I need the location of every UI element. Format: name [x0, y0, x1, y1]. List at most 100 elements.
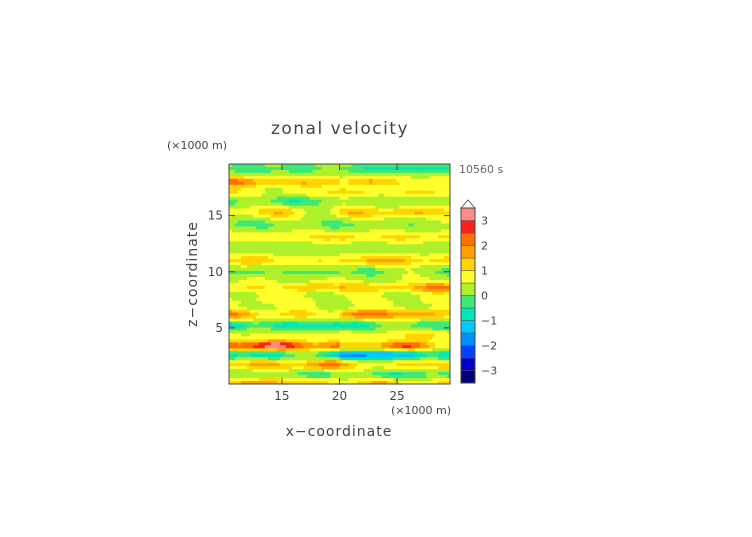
heatmap-cell	[414, 208, 418, 212]
heatmap-cell	[432, 244, 436, 248]
heatmap-cell	[414, 202, 418, 206]
heatmap-cell	[417, 339, 421, 343]
heatmap-cell	[231, 262, 236, 266]
heatmap-cell	[261, 208, 266, 212]
heatmap-cell	[441, 184, 445, 189]
heatmap-cell	[438, 241, 442, 245]
heatmap-cell	[246, 351, 251, 355]
heatmap-cell	[240, 345, 245, 349]
heatmap-cell	[369, 211, 373, 215]
heatmap-cell	[294, 235, 299, 239]
heatmap-cell	[441, 217, 445, 221]
heatmap-cell	[246, 288, 251, 293]
heatmap-cell	[375, 321, 379, 325]
heatmap-cell	[396, 250, 400, 254]
heatmap-cell	[423, 166, 427, 171]
heatmap-cell	[381, 169, 385, 174]
heatmap-cell	[336, 178, 340, 183]
heatmap-cell	[279, 348, 284, 352]
heatmap-cell	[444, 357, 448, 361]
heatmap-cell	[405, 241, 409, 245]
heatmap-cell	[234, 241, 239, 245]
heatmap-cell	[384, 262, 388, 266]
heatmap-cell	[396, 291, 400, 296]
heatmap-cell	[321, 166, 325, 171]
heatmap-cell	[261, 324, 266, 328]
heatmap-cell	[327, 202, 331, 206]
heatmap-cell	[252, 265, 257, 269]
heatmap-cell	[330, 247, 334, 251]
heatmap-cell	[243, 229, 248, 233]
heatmap-cell	[381, 226, 385, 230]
heatmap-cell	[372, 250, 376, 254]
heatmap-cell	[408, 265, 412, 269]
heatmap-cell	[339, 181, 343, 186]
heatmap-cell	[264, 309, 269, 313]
heatmap-cell	[429, 238, 433, 242]
heatmap-cell	[372, 268, 376, 272]
heatmap-cell	[261, 357, 266, 361]
heatmap-cell	[399, 327, 403, 331]
heatmap-cell	[426, 330, 430, 334]
heatmap-cell	[252, 285, 257, 290]
heatmap-cell	[414, 205, 418, 209]
heatmap-cell	[291, 223, 296, 227]
heatmap-cell	[270, 282, 275, 287]
heatmap-cell	[273, 256, 278, 260]
heatmap-cell	[396, 324, 400, 328]
heatmap-cell	[258, 202, 263, 206]
heatmap-cell	[276, 318, 281, 322]
heatmap-cell	[348, 184, 352, 189]
heatmap-cell	[309, 285, 313, 290]
heatmap-cell	[360, 202, 364, 206]
heatmap-cell	[267, 303, 272, 308]
heatmap-cell	[237, 217, 242, 221]
heatmap-cell	[405, 220, 409, 224]
heatmap-cell	[261, 229, 266, 233]
heatmap-cell	[390, 268, 394, 272]
heatmap-cell	[291, 166, 296, 171]
heatmap-cell	[300, 357, 305, 361]
heatmap-cell	[339, 348, 343, 352]
heatmap-cell	[276, 276, 281, 281]
heatmap-cell	[414, 164, 418, 168]
heatmap-cell	[315, 223, 319, 227]
heatmap-cell	[303, 196, 307, 201]
heatmap-cell	[432, 175, 436, 180]
heatmap-cell	[291, 256, 296, 260]
heatmap-cell	[249, 208, 254, 212]
heatmap-cell	[315, 327, 319, 331]
heatmap-cell	[363, 238, 367, 242]
heatmap-cell	[229, 271, 233, 275]
heatmap-cell	[270, 274, 275, 278]
heatmap-cell	[411, 250, 415, 254]
heatmap-cell	[267, 175, 272, 180]
heatmap-cell	[426, 235, 430, 239]
heatmap-cell	[399, 354, 403, 358]
heatmap-cell	[240, 259, 245, 263]
heatmap-cell	[288, 199, 293, 203]
heatmap-cell	[279, 306, 284, 311]
heatmap-cell	[234, 291, 239, 296]
heatmap-cell	[321, 250, 325, 254]
heatmap-cell	[366, 208, 370, 212]
heatmap-cell	[309, 235, 313, 239]
heatmap-cell	[282, 363, 287, 367]
heatmap-cell	[267, 199, 272, 203]
heatmap-cell	[402, 357, 406, 361]
heatmap-cell	[300, 282, 305, 287]
heatmap-cell	[372, 297, 376, 302]
heatmap-cell	[249, 318, 254, 322]
heatmap-cell	[432, 229, 436, 233]
heatmap-cell	[420, 276, 424, 281]
heatmap-cell	[321, 291, 325, 296]
heatmap-cell	[375, 217, 379, 221]
heatmap-cell	[243, 312, 248, 316]
heatmap-cell	[276, 315, 281, 319]
heatmap-cell	[444, 345, 448, 349]
heatmap-cell	[405, 300, 409, 305]
heatmap-cell	[402, 262, 406, 266]
heatmap-cell	[282, 241, 287, 245]
heatmap-cell	[348, 211, 352, 215]
heatmap-cell	[423, 303, 427, 308]
